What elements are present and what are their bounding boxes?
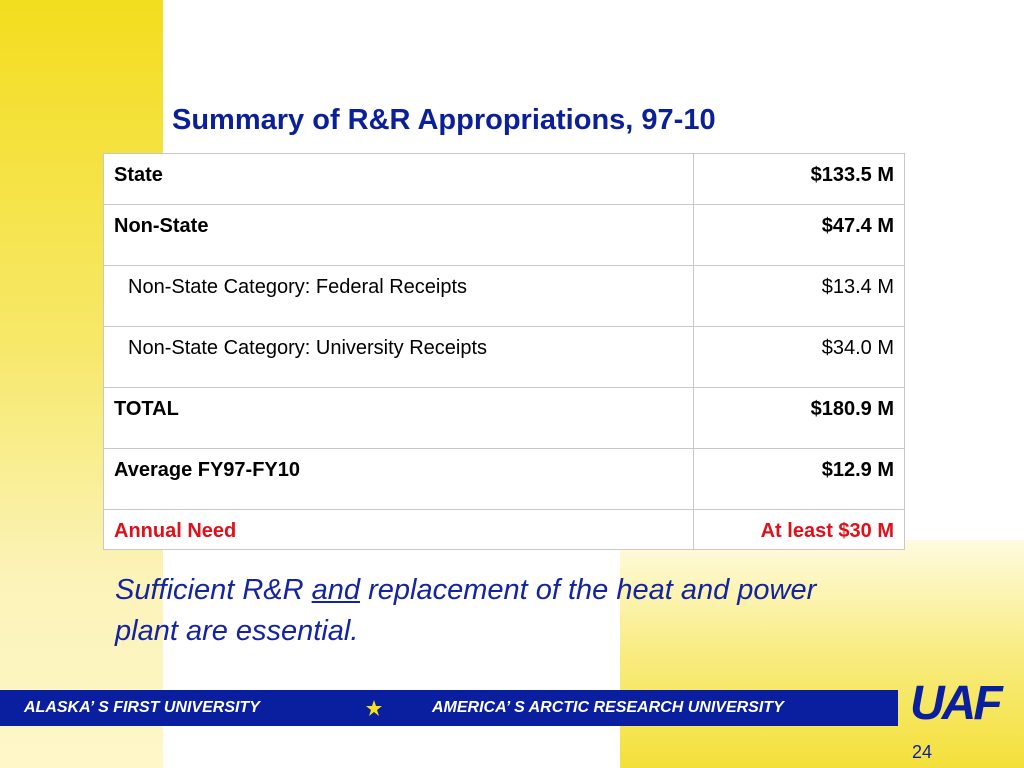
cell: $47.4 M [693, 204, 905, 266]
row: Annual Need At least $30 M [103, 509, 905, 550]
cell: Non-State Category: University Receipts [103, 326, 694, 388]
logo: UAF [910, 677, 1003, 730]
page-number: 24 [912, 742, 933, 762]
row: Non-State Category: University Receipts $… [103, 326, 905, 388]
star-icon [366, 700, 382, 716]
row: Non-State Category: Federal Receipts $13.… [103, 265, 905, 327]
row: TOTAL $180.9 M [103, 387, 905, 449]
note-text: Sufficient R&R [115, 574, 312, 606]
slide-title: Summary of R&R Appropriations, 97-10 [172, 104, 716, 136]
cell: $34.0 M [693, 326, 905, 388]
cell: TOTAL [103, 387, 694, 449]
cell: Annual Need [103, 509, 694, 550]
footer-right: AMERICA’ S ARCTIC RESEARCH UNIVERSITY [432, 699, 784, 716]
summary-table: State $133.5 M Non-State $47.4 M Non-State… [103, 153, 905, 550]
cell: Non-State Category: Federal Receipts [103, 265, 694, 327]
row: Average FY97-FY10 $12.9 M [103, 448, 905, 510]
note: Sufficient R&R and replacement of the he… [115, 570, 875, 652]
footer-bar: ALASKA’ S FIRST UNIVERSITY AMERICA’ S AR… [0, 690, 898, 726]
cell: $133.5 M [693, 153, 905, 205]
cell: State [103, 153, 694, 205]
corner-block [620, 540, 1024, 768]
footer-left: ALASKA’ S FIRST UNIVERSITY [24, 699, 260, 716]
cell: $13.4 M [693, 265, 905, 327]
note-text: replacement of the heat and power plant … [115, 574, 817, 647]
cell: Average FY97-FY10 [103, 448, 694, 510]
row: Non-State $47.4 M [103, 204, 905, 266]
cell: Non-State [103, 204, 694, 266]
cell: At least $30 M [693, 509, 905, 550]
cell: $180.9 M [693, 387, 905, 449]
note-emphasis: and [311, 574, 361, 606]
row: State $133.5 M [103, 153, 905, 205]
cell: $12.9 M [693, 448, 905, 510]
